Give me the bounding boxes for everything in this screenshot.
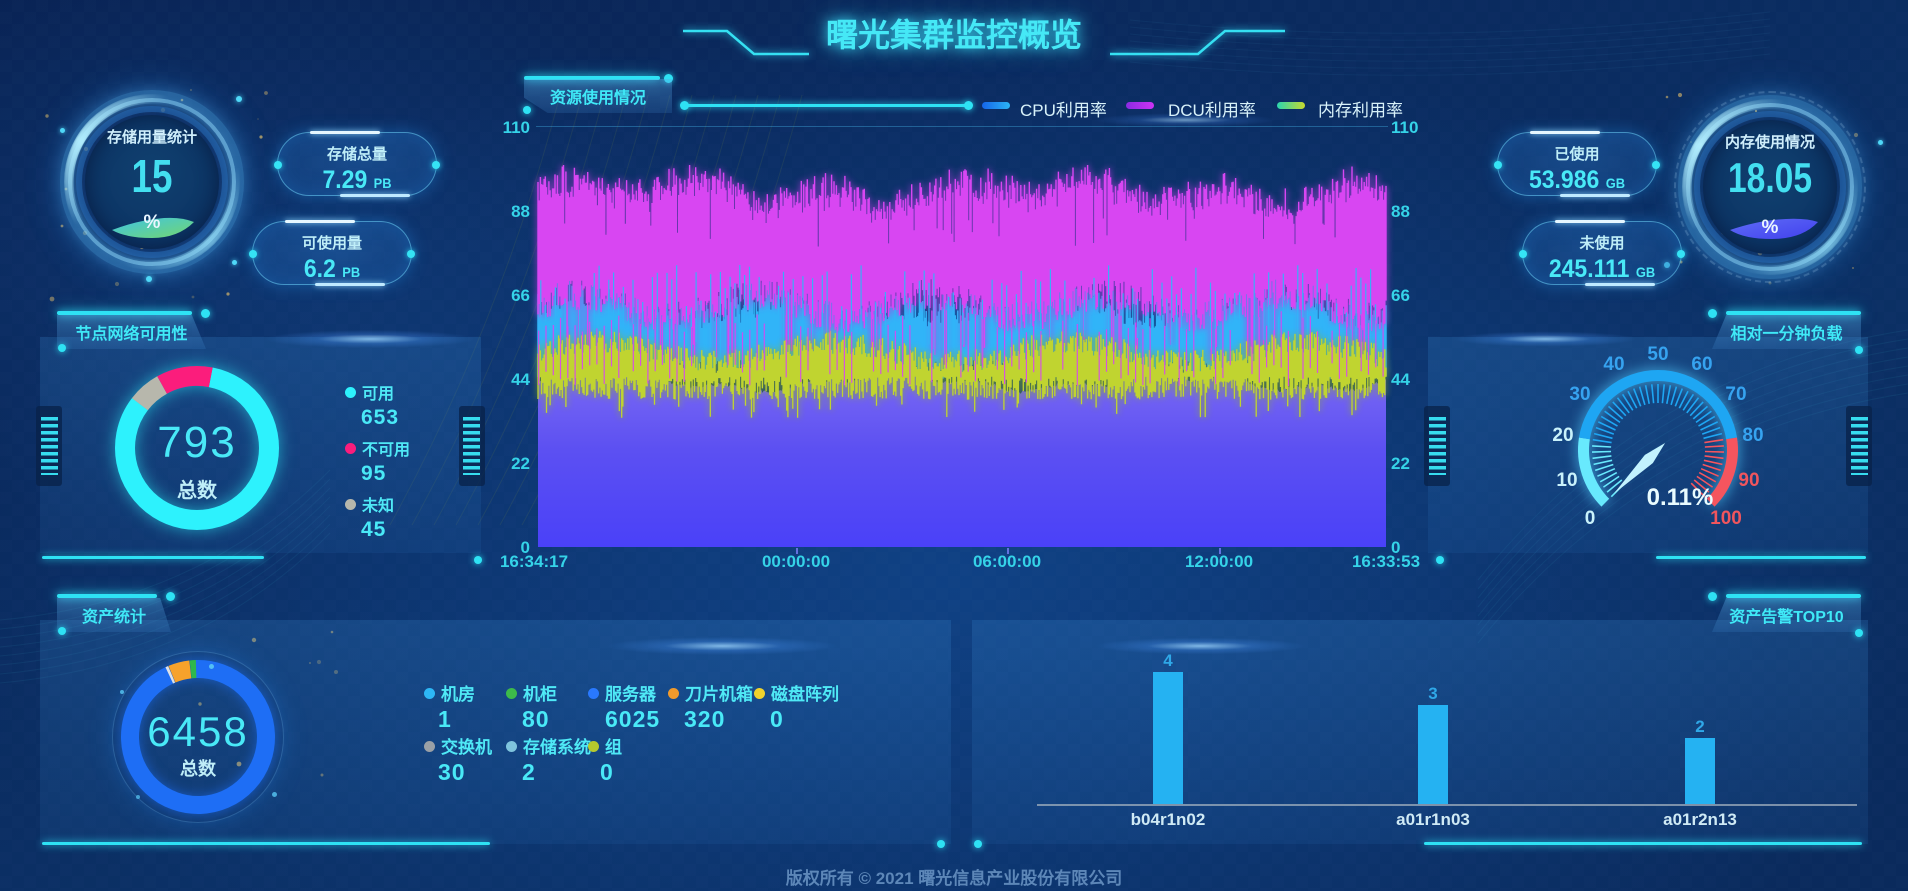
svg-text:50: 50 — [1647, 344, 1668, 365]
svg-text:70: 70 — [1725, 384, 1746, 405]
svg-text:10: 10 — [1556, 470, 1577, 491]
svg-text:20: 20 — [1552, 425, 1573, 446]
svg-text:90: 90 — [1738, 470, 1759, 491]
svg-text:60: 60 — [1691, 354, 1712, 375]
svg-text:0.11%: 0.11% — [1647, 484, 1714, 511]
svg-text:30: 30 — [1569, 384, 1590, 405]
svg-text:100: 100 — [1710, 508, 1742, 529]
svg-text:40: 40 — [1603, 354, 1624, 375]
svg-text:0: 0 — [1585, 508, 1596, 529]
svg-text:80: 80 — [1742, 425, 1763, 446]
